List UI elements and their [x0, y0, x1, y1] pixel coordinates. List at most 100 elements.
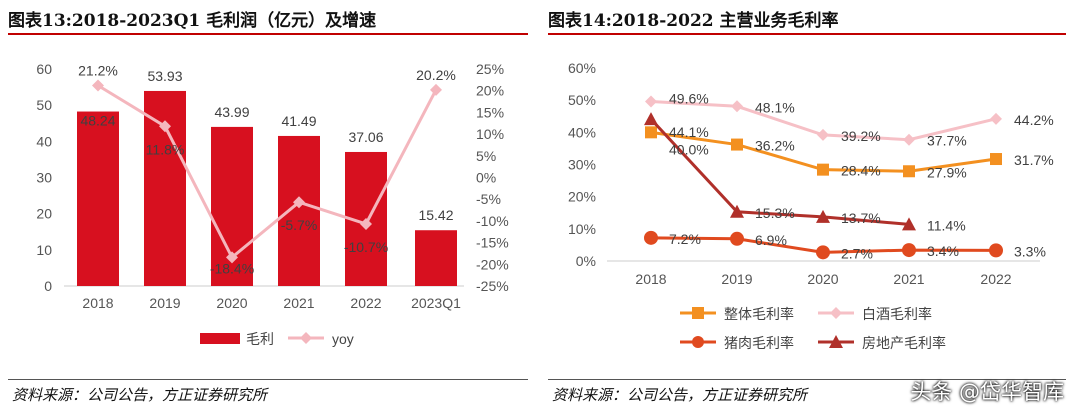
overall-data-label: 40.0% [669, 141, 709, 157]
realestate-line [649, 118, 910, 226]
legend-baijiu-label: 白酒毛利率 [862, 306, 932, 322]
realestate-data-label: 13.7% [841, 210, 881, 226]
baijiu-point [990, 112, 1002, 125]
baijiu-point [645, 95, 657, 108]
pork-data-label: 3.3% [1014, 243, 1046, 259]
pork-data-label: 6.9% [755, 232, 787, 248]
y-tick: 20% [568, 189, 596, 205]
yoy-point [159, 120, 171, 133]
y-tick: 50% [568, 92, 596, 108]
y-tick: 0% [576, 253, 596, 269]
bar-gross-profit [278, 135, 320, 286]
pork-point [730, 231, 744, 246]
bar-data-label: 48.24 [80, 113, 115, 129]
legend-overall-label: 整体毛利率 [724, 306, 794, 322]
yoy-point [430, 83, 442, 96]
x-tick-label: 2022 [350, 295, 381, 311]
right-y-tick: 5% [476, 148, 496, 164]
yoy-line [97, 84, 438, 260]
legend-bar-label: 毛利 [246, 331, 274, 347]
realestate-point [816, 209, 830, 223]
bar-data-label: 41.49 [281, 113, 316, 129]
x-tick-label: 2021 [893, 271, 924, 287]
left-title-underline [8, 33, 528, 35]
left-footer-divider [8, 379, 528, 380]
bar-data-label: 15.42 [418, 207, 453, 223]
pork-data-label: 3.4% [927, 243, 959, 259]
overall-point [817, 163, 829, 176]
left-y-tick: 20 [36, 206, 52, 222]
pork-point [644, 230, 658, 245]
yoy-point [92, 79, 104, 92]
realestate-point [644, 112, 658, 126]
left-y-tick: 0 [44, 278, 52, 294]
overall-data-label: 28.4% [841, 163, 881, 179]
left-y-tick: 60 [36, 61, 52, 77]
realestate-data-label: 44.1% [669, 124, 709, 140]
bar-gross-profit [415, 230, 457, 286]
right-y-tick: 0% [476, 170, 496, 186]
bar-data-label: 43.99 [214, 104, 249, 120]
baijiu-data-label: 39.2% [841, 128, 881, 144]
right-y-tick: -10% [476, 213, 509, 229]
left-y-tick: 50 [36, 97, 52, 113]
x-tick-label: 2018 [82, 295, 113, 311]
right-y-tick: 25% [476, 61, 504, 77]
baijiu-point [731, 100, 743, 113]
pork-data-label: 7.2% [669, 231, 701, 247]
overall-data-label: 31.7% [1014, 152, 1054, 168]
x-tick-label: 2021 [283, 295, 314, 311]
realestate-point [730, 204, 744, 218]
pork-point [989, 243, 1003, 258]
yoy-data-label: -18.4% [210, 260, 254, 276]
yoy-data-label: -5.7% [281, 217, 318, 233]
legend-bar-swatch [200, 333, 240, 344]
overall-data-label: 36.2% [755, 138, 795, 154]
right-y-tick: -15% [476, 235, 509, 251]
right-y-tick: 15% [476, 104, 504, 120]
yoy-point [293, 196, 305, 209]
baijiu-data-label: 37.7% [927, 133, 967, 149]
legend-overall-marker [692, 307, 704, 319]
x-tick-label: 2020 [807, 271, 838, 287]
overall-point [731, 138, 743, 151]
right-source-note: 资料来源：公司公告，方正证券研究所 [552, 386, 808, 404]
left-y-tick: 40 [36, 133, 52, 149]
x-tick-label: 2023Q1 [411, 295, 461, 311]
y-tick: 10% [568, 221, 596, 237]
x-tick-label: 2018 [635, 271, 666, 287]
baijiu-point [903, 133, 915, 146]
legend-realestate-label: 房地产毛利率 [862, 335, 946, 351]
bar-gross-profit [77, 111, 119, 286]
pork-point [816, 245, 830, 260]
legend-baijiu-marker [830, 307, 842, 319]
overall-point [990, 153, 1002, 166]
right-footer-divider [548, 379, 1066, 380]
legend-yoy-marker [300, 332, 312, 344]
baijiu-point [817, 128, 829, 141]
yoy-data-label: 20.2% [416, 67, 456, 83]
realestate-data-label: 15.3% [755, 205, 795, 221]
left-source-note: 资料来源：公司公告，方正证券研究所 [12, 386, 268, 404]
watermark: 头条 @岱华智库 [910, 380, 1064, 404]
yoy-data-label: -10.7% [344, 239, 388, 255]
y-tick: 30% [568, 157, 596, 173]
x-tick-label: 2022 [980, 271, 1011, 287]
bar-gross-profit [144, 90, 186, 287]
overall-point [903, 165, 915, 178]
baijiu-data-label: 49.6% [669, 90, 709, 106]
left-chart-title: 图表13:2018-2023Q1 毛利润（亿元）及增速 [8, 11, 377, 31]
right-y-tick: -25% [476, 278, 509, 294]
left-y-tick: 30 [36, 170, 52, 186]
y-tick: 40% [568, 124, 596, 140]
right-title-underline [548, 33, 1066, 35]
legend-realestate-marker [829, 335, 843, 348]
legend-yoy-label: yoy [332, 331, 354, 347]
overall-data-label: 27.9% [927, 164, 967, 180]
left-y-tick: 10 [36, 242, 52, 258]
right-chart-title: 图表14:2018-2022 主营业务毛利率 [548, 11, 839, 31]
right-y-tick: 20% [476, 83, 504, 99]
right-y-tick: -20% [476, 256, 509, 272]
